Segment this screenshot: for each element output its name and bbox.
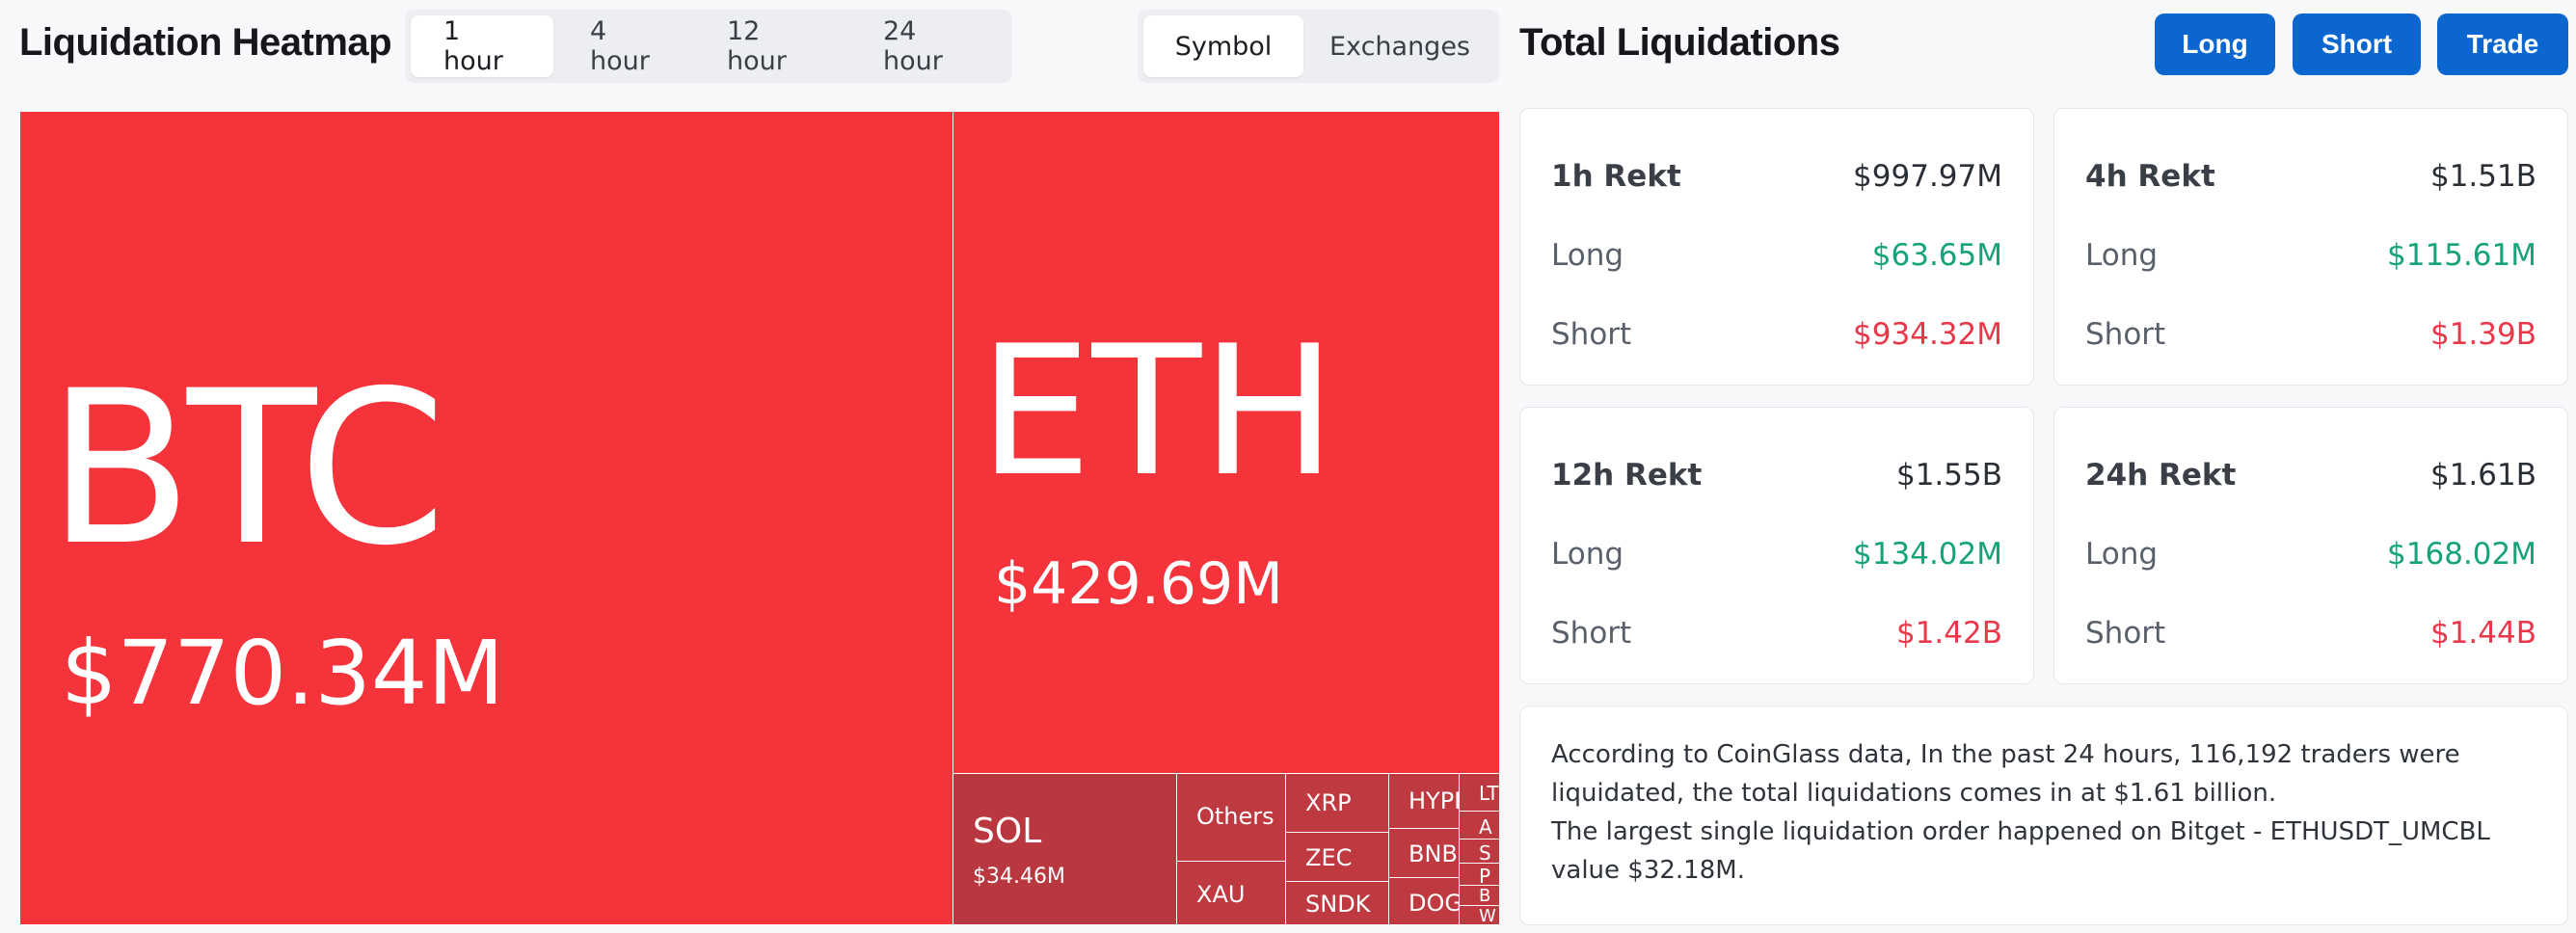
tile-sol[interactable]: SOL $34.46M — [953, 773, 1177, 925]
card-24h-rekt: 24h Rekt $1.61B Long $168.02M Short $1.44B — [2053, 407, 2568, 684]
card-short-row: Short $1.44B — [2085, 616, 2536, 651]
short-label: Short — [2085, 616, 2166, 651]
card-short-row: Short $1.39B — [2085, 317, 2536, 352]
long-label: Long — [2085, 238, 2159, 273]
summary-text-line1: According to CoinGlass data, In the past… — [1551, 740, 2460, 808]
tile-symbol: DOGE — [1409, 890, 1459, 917]
card-12h-rekt: 12h Rekt $1.55B Long $134.02M Short $1.42B — [1519, 407, 2034, 684]
card-4h-rekt: 4h Rekt $1.51B Long $115.61M Short $1.39B — [2053, 108, 2568, 386]
tile-sndk[interactable]: SNDK — [1285, 881, 1389, 925]
tile-btc[interactable]: BTC $770.34M — [19, 111, 953, 925]
liquidation-heatmap: BTC $770.34M ETH $429.69M SOL $34.46M Ot… — [19, 111, 1500, 925]
card-total: $1.51B — [2429, 159, 2536, 194]
tile-value: $34.46M — [973, 865, 1065, 889]
tile-symbol: Others — [1196, 803, 1275, 830]
tile-xau[interactable]: XAU — [1176, 861, 1286, 925]
trade-button[interactable]: Trade — [2437, 13, 2568, 75]
card-short-row: Short $934.32M — [1551, 317, 2002, 352]
card-long-row: Long $168.02M — [2085, 537, 2536, 572]
tab-24-hour[interactable]: 24 hour — [883, 16, 943, 76]
tile-others[interactable]: Others — [1176, 773, 1286, 862]
summary-text-line2: The largest single liquidation order hap… — [1551, 817, 2490, 885]
heatmap-title: Liquidation Heatmap — [19, 21, 392, 64]
card-title: 12h Rekt — [1551, 458, 1703, 493]
tile-symbol: SNDK — [1305, 891, 1371, 918]
tile-symbol: XRP — [1305, 789, 1352, 816]
tile-a[interactable]: A — [1459, 811, 1500, 840]
tab-4-hour[interactable]: 4 hour — [590, 16, 650, 76]
short-value: $934.32M — [1853, 317, 2002, 352]
card-long-row: Long $115.61M — [2085, 238, 2536, 273]
card-header: 1h Rekt $997.97M — [1551, 159, 2002, 194]
short-label: Short — [2085, 317, 2166, 352]
tile-hype[interactable]: HYPE — [1388, 773, 1460, 829]
time-range-tabs: 1 hour 4 hour 12 hour 24 hour — [405, 10, 1012, 83]
tile-symbol: XAU — [1196, 881, 1246, 908]
tile-bnb[interactable]: BNB — [1388, 828, 1460, 878]
card-header: 12h Rekt $1.55B — [1551, 458, 2002, 493]
card-total: $1.55B — [1895, 458, 2002, 493]
long-label: Long — [1551, 238, 1624, 273]
tile-eth[interactable]: ETH $429.69M — [953, 111, 1500, 774]
tile-zec[interactable]: ZEC — [1285, 832, 1389, 882]
tile-ltc[interactable]: LT — [1459, 773, 1500, 812]
short-label: Short — [1551, 317, 1632, 352]
tile-symbol: B — [1479, 886, 1491, 906]
short-value: $1.42B — [1895, 616, 2002, 651]
tile-p[interactable]: P — [1459, 863, 1500, 886]
tile-xrp[interactable]: XRP — [1285, 773, 1389, 833]
tile-symbol: BTC — [47, 345, 446, 592]
long-label: Long — [1551, 537, 1624, 572]
tile-value: $770.34M — [61, 622, 504, 725]
card-total: $997.97M — [1853, 159, 2002, 194]
card-title: 24h Rekt — [2085, 458, 2237, 493]
card-title: 4h Rekt — [2085, 159, 2215, 194]
card-long-row: Long $63.65M — [1551, 238, 2002, 273]
tile-symbol: P — [1479, 865, 1491, 886]
long-value: $134.02M — [1853, 537, 2002, 572]
tile-symbol: BNB — [1409, 840, 1458, 867]
card-header: 24h Rekt $1.61B — [2085, 458, 2536, 493]
card-long-row: Long $134.02M — [1551, 537, 2002, 572]
tile-symbol: S — [1479, 841, 1491, 864]
card-title: 1h Rekt — [1551, 159, 1681, 194]
tile-doge[interactable]: DOGE — [1388, 877, 1460, 925]
card-header: 4h Rekt $1.51B — [2085, 159, 2536, 194]
tile-symbol: SOL — [973, 812, 1042, 851]
long-label: Long — [2085, 537, 2159, 572]
tile-symbol: W — [1479, 906, 1496, 925]
view-mode-tabs: Symbol Exchanges — [1138, 10, 1499, 83]
long-value: $63.65M — [1871, 238, 2002, 273]
card-total: $1.61B — [2429, 458, 2536, 493]
tile-symbol: A — [1479, 815, 1492, 839]
long-button[interactable]: Long — [2155, 13, 2275, 75]
tile-symbol: LT — [1479, 782, 1499, 805]
tile-symbol: HYPE — [1409, 787, 1459, 814]
tile-s[interactable]: S — [1459, 839, 1500, 864]
card-short-row: Short $1.42B — [1551, 616, 2002, 651]
tile-value: $429.69M — [994, 550, 1283, 618]
card-1h-rekt: 1h Rekt $997.97M Long $63.65M Short $934.32… — [1519, 108, 2034, 386]
short-value: $1.39B — [2429, 317, 2536, 352]
long-value: $115.61M — [2387, 238, 2536, 273]
short-label: Short — [1551, 616, 1632, 651]
long-value: $168.02M — [2387, 537, 2536, 572]
short-button[interactable]: Short — [2293, 13, 2421, 75]
tab-symbol[interactable]: Symbol — [1143, 15, 1303, 77]
tab-1-hour[interactable]: 1 hour — [411, 15, 553, 77]
tab-exchanges[interactable]: Exchanges — [1329, 31, 1470, 62]
tile-symbol: ETH — [979, 307, 1337, 516]
tile-symbol: ZEC — [1305, 844, 1353, 871]
tile-b[interactable]: B — [1459, 885, 1500, 906]
liquidation-summary: According to CoinGlass data, In the past… — [1519, 706, 2568, 925]
total-liquidations-title: Total Liquidations — [1519, 21, 1840, 64]
tile-w[interactable]: W — [1459, 905, 1500, 925]
short-value: $1.44B — [2429, 616, 2536, 651]
tab-12-hour[interactable]: 12 hour — [727, 16, 787, 76]
